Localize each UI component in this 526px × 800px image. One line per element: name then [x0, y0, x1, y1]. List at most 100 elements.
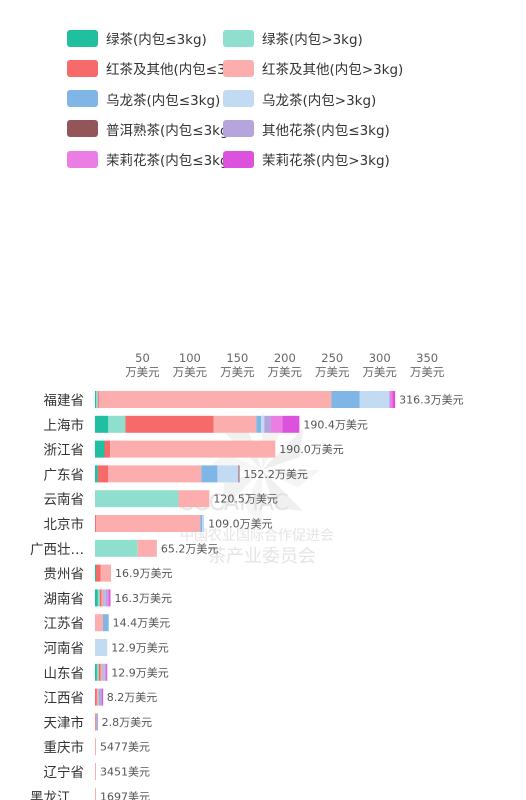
bar-segment[interactable]	[100, 663, 103, 681]
bar-stack[interactable]	[95, 515, 205, 532]
bar-segment[interactable]	[95, 787, 96, 800]
category-label: 天津市	[44, 714, 85, 731]
bar-stack[interactable]	[95, 763, 96, 780]
bar-segment[interactable]	[282, 415, 300, 433]
bar-segment[interactable]	[101, 589, 104, 607]
bar-segment[interactable]	[392, 391, 396, 408]
bar-segment[interactable]	[98, 688, 101, 706]
bar-stack[interactable]	[95, 639, 108, 656]
bar-segment[interactable]	[95, 763, 96, 780]
bar-segment[interactable]	[106, 663, 108, 681]
bar-segment[interactable]	[102, 688, 104, 706]
bar-segment[interactable]	[95, 391, 96, 408]
bar-segment[interactable]	[96, 688, 99, 706]
legend-item[interactable]: 绿茶(内包≤3kg)	[67, 27, 207, 49]
bar-stack[interactable]	[95, 440, 276, 458]
bar-stack[interactable]	[95, 614, 109, 632]
bar-segment[interactable]	[95, 639, 108, 656]
bar-segment[interactable]	[95, 614, 103, 632]
bar-segment[interactable]	[200, 515, 203, 532]
legend-item[interactable]: 绿茶(内包>3kg)	[223, 27, 363, 49]
bar-segment[interactable]	[238, 465, 240, 483]
legend-item[interactable]: 普洱熟茶(内包≤3kg)	[67, 118, 234, 140]
bar-segment[interactable]	[137, 539, 157, 557]
bar-segment[interactable]	[104, 589, 106, 607]
bar-segment[interactable]	[389, 391, 393, 408]
bar-segment[interactable]	[95, 515, 96, 532]
bar-stack[interactable]	[95, 663, 108, 681]
legend-item[interactable]: 红茶及其他(内包≤3kg)	[67, 57, 247, 79]
bar-segment[interactable]	[103, 589, 105, 607]
bar-segment[interactable]	[95, 738, 96, 756]
bar-segment[interactable]	[95, 415, 109, 433]
bar-segment[interactable]	[103, 663, 105, 681]
bar-segment[interactable]	[97, 391, 99, 408]
bar-segment[interactable]	[100, 564, 112, 582]
bar-segment[interactable]	[96, 713, 98, 731]
bar-segment[interactable]	[202, 515, 205, 532]
bar-segment[interactable]	[256, 415, 262, 433]
bar-segment[interactable]	[270, 415, 283, 433]
legend-item[interactable]: 红茶及其他(内包>3kg)	[223, 57, 403, 79]
bar-segment[interactable]	[95, 539, 138, 557]
bar-segment[interactable]	[97, 589, 100, 607]
bar-segment[interactable]	[102, 663, 104, 681]
bar-segment[interactable]	[109, 589, 111, 607]
bar-stack[interactable]	[95, 539, 157, 557]
bar-segment[interactable]	[95, 440, 105, 458]
bar-segment[interactable]	[261, 415, 265, 433]
bar-segment[interactable]	[95, 490, 179, 508]
bar-stack[interactable]	[95, 490, 210, 508]
bar-segment[interactable]	[108, 415, 126, 433]
legend-item[interactable]: 其他花茶(内包≤3kg)	[223, 118, 390, 140]
bar-segment[interactable]	[104, 440, 111, 458]
bar-segment[interactable]	[95, 391, 98, 408]
x-tick-unit: 万美元	[220, 365, 255, 379]
bar-stack[interactable]	[95, 589, 111, 607]
bar-segment[interactable]	[99, 589, 102, 607]
bar-stack[interactable]	[95, 688, 104, 706]
bar-segment[interactable]	[96, 713, 98, 731]
bar-segment[interactable]	[108, 465, 202, 483]
bar-segment[interactable]	[95, 713, 97, 731]
bar-stack[interactable]	[95, 415, 300, 433]
legend-item[interactable]: 茉莉花茶(内包≤3kg)	[67, 148, 234, 170]
bar-segment[interactable]	[95, 564, 96, 582]
bar-segment[interactable]	[97, 465, 109, 483]
bar-segment[interactable]	[201, 465, 218, 483]
bar-segment[interactable]	[178, 490, 210, 508]
bar-segment[interactable]	[217, 465, 239, 483]
bar-segment[interactable]	[104, 663, 106, 681]
bar-segment[interactable]	[105, 663, 107, 681]
bar-stack[interactable]	[95, 787, 96, 800]
bar-segment[interactable]	[95, 663, 97, 681]
bar-segment[interactable]	[213, 415, 257, 433]
legend-item[interactable]: 茉莉花茶(内包>3kg)	[223, 148, 390, 170]
bar-segment[interactable]	[95, 688, 97, 706]
bar-segment[interactable]	[98, 391, 332, 408]
bar-stack[interactable]	[95, 738, 96, 756]
bar-segment[interactable]	[107, 589, 110, 607]
bar-segment[interactable]	[125, 415, 214, 433]
legend-item[interactable]: 乌龙茶(内包≤3kg)	[67, 88, 220, 110]
bar-segment[interactable]	[264, 415, 271, 433]
bar-segment[interactable]	[100, 688, 102, 706]
bar-segment[interactable]	[95, 589, 98, 607]
bar-segment[interactable]	[110, 440, 276, 458]
bar-segment[interactable]	[101, 688, 103, 706]
bar-segment[interactable]	[98, 663, 101, 681]
bar-segment[interactable]	[95, 465, 98, 483]
bar-segment[interactable]	[95, 564, 101, 582]
bar-segment[interactable]	[96, 663, 99, 681]
category-label: 辽宁省	[44, 764, 85, 781]
bar-stack[interactable]	[95, 564, 112, 582]
bar-stack[interactable]	[95, 465, 240, 483]
bar-segment[interactable]	[95, 515, 201, 532]
bar-stack[interactable]	[95, 391, 396, 408]
bar-segment[interactable]	[359, 391, 390, 408]
bar-segment[interactable]	[331, 391, 360, 408]
bar-segment[interactable]	[102, 614, 109, 632]
legend-item[interactable]: 乌龙茶(内包>3kg)	[223, 88, 376, 110]
bar-stack[interactable]	[95, 713, 98, 731]
bar-segment[interactable]	[105, 589, 108, 607]
